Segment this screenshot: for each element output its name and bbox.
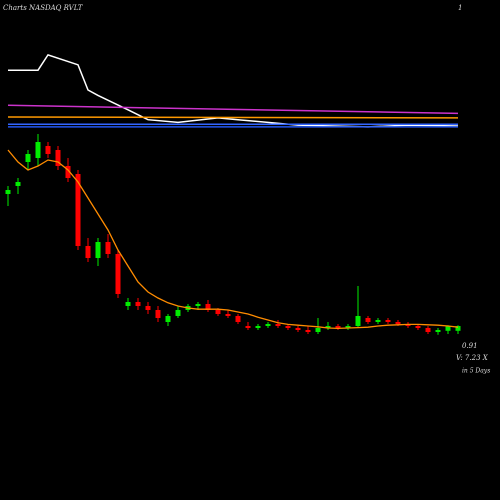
indicator-line — [7, 104, 459, 115]
candle-body — [145, 306, 151, 310]
candle-body — [45, 146, 51, 154]
candle-body — [345, 326, 351, 328]
candle-body — [265, 324, 271, 326]
candle-body — [5, 190, 11, 194]
candle-body — [385, 320, 391, 322]
candle-body — [285, 326, 291, 328]
candle-body — [415, 326, 421, 328]
candle-body — [255, 326, 261, 328]
candle-body — [245, 326, 251, 328]
candle-body — [275, 324, 281, 326]
candle-body — [85, 246, 91, 258]
candle-body — [445, 326, 451, 331]
candle-body — [455, 326, 461, 331]
candle-body — [225, 314, 231, 316]
candle-body — [15, 182, 21, 186]
candle-body — [135, 302, 141, 306]
volume-label: V: 7.23 X — [456, 354, 489, 362]
candle-body — [315, 328, 321, 332]
candle-body — [75, 174, 81, 246]
candle-body — [335, 326, 341, 328]
candle-body — [155, 310, 161, 318]
candle-body — [25, 154, 31, 162]
moving-average — [7, 149, 459, 330]
indicator-line — [7, 116, 459, 119]
period-label: in 5 Days — [462, 368, 490, 375]
candle-body — [205, 304, 211, 310]
candle-body — [435, 330, 441, 332]
candle-body — [365, 318, 371, 322]
corner-label: 1 — [458, 4, 462, 12]
candle-body — [125, 302, 131, 306]
chart-title: Charts NASDAQ RVLT — [3, 4, 84, 12]
candle-body — [375, 320, 381, 322]
candle-body — [355, 316, 361, 326]
candle-body — [295, 328, 301, 330]
candle-body — [165, 316, 171, 322]
candle-body — [175, 310, 181, 316]
candle-body — [395, 322, 401, 324]
candle-body — [235, 316, 241, 322]
candle-body — [215, 310, 221, 314]
candle-body — [115, 254, 121, 294]
candle-body — [325, 326, 331, 328]
candle-body — [425, 328, 431, 332]
candle-body — [95, 242, 101, 258]
candle-body — [195, 304, 201, 306]
candle-body — [55, 150, 61, 166]
candle-body — [105, 242, 111, 254]
indicator-line — [8, 54, 459, 128]
candle-body — [35, 142, 41, 158]
candle-body — [65, 166, 71, 178]
candle-body — [305, 330, 311, 332]
last-price: 0.91 — [462, 342, 478, 350]
